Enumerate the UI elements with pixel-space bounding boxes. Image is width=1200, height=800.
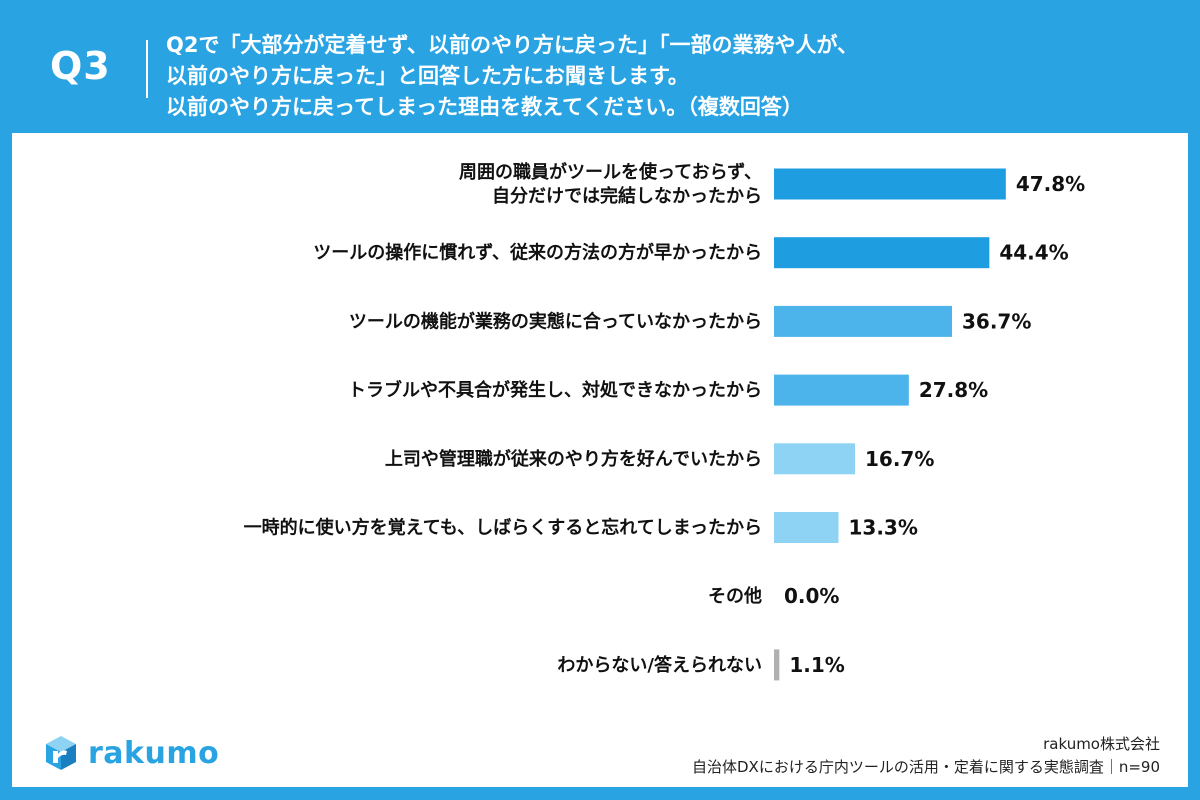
value-label: 47.8% [1016, 172, 1085, 196]
category-label: わからない/答えられない [557, 654, 762, 676]
bar [774, 443, 855, 475]
bar-chart: 周囲の職員がツールを使っておらず、自分だけでは完結しなかったから 47.8% ツール… [244, 161, 1085, 681]
category-label: ツールの機能が業務の実態に合っていなかったから [349, 310, 762, 332]
bar [774, 649, 780, 681]
header: Q3 Q2で「大部分が定着せず、以前のやり方に戻った」「一部の業務や人が、 以前… [0, 0, 1200, 130]
question-number: Q3 [50, 44, 111, 88]
category-label: トラブルや不具合が発生し、対処できなかったから [348, 379, 762, 401]
rakumo-logo: rakumo [42, 733, 219, 773]
logo-text: rakumo [88, 735, 220, 771]
value-label: 1.1% [789, 653, 844, 677]
bar [774, 305, 952, 337]
survey-title: 自治体DXにおける庁内ツールの活用・定着に関する実態調査｜n=90 [692, 758, 1160, 776]
rakumo-logo-icon [46, 736, 76, 770]
value-label: 13.3% [849, 516, 918, 540]
bar [774, 168, 1006, 200]
chart-panel: 周囲の職員がツールを使っておらず、自分だけでは完結しなかったから 47.8% ツール… [12, 133, 1188, 787]
bar [774, 374, 909, 406]
category-label: 一時的に使い方を覚えても、しばらくすると忘れてしまったから [244, 517, 762, 539]
category-label: 上司や管理職が従来のやり方を好んでいたから [385, 448, 762, 470]
category-label: 周囲の職員がツールを使っておらず、自分だけでは完結しなかったから [459, 161, 762, 207]
value-label: 36.7% [962, 309, 1031, 333]
credit: rakumo株式会社 自治体DXにおける庁内ツールの活用・定着に関する実態調査｜… [692, 733, 1160, 779]
value-label: 0.0% [784, 584, 839, 608]
question-text: Q2で「大部分が定着せず、以前のやり方に戻った」「一部の業務や人が、 以前のやり… [166, 30, 1176, 123]
question-line-1: Q2で「大部分が定着せず、以前のやり方に戻った」「一部の業務や人が、 [166, 33, 859, 57]
value-label: 16.7% [865, 447, 934, 471]
value-label: 44.4% [999, 241, 1068, 265]
question-line-2: 以前のやり方に戻った」と回答した方にお聞きします。 [166, 64, 689, 88]
company-name: rakumo株式会社 [1043, 735, 1160, 753]
question-separator [146, 40, 148, 98]
question-line-3: 以前のやり方に戻ってしまった理由を教えてください。（複数回答） [166, 95, 803, 119]
bar [774, 237, 990, 269]
category-label: ツールの操作に慣れず、従来の方法の方が早かったから [313, 242, 762, 264]
category-label: その他 [708, 585, 762, 607]
bar [774, 512, 839, 543]
value-label: 27.8% [919, 378, 988, 402]
